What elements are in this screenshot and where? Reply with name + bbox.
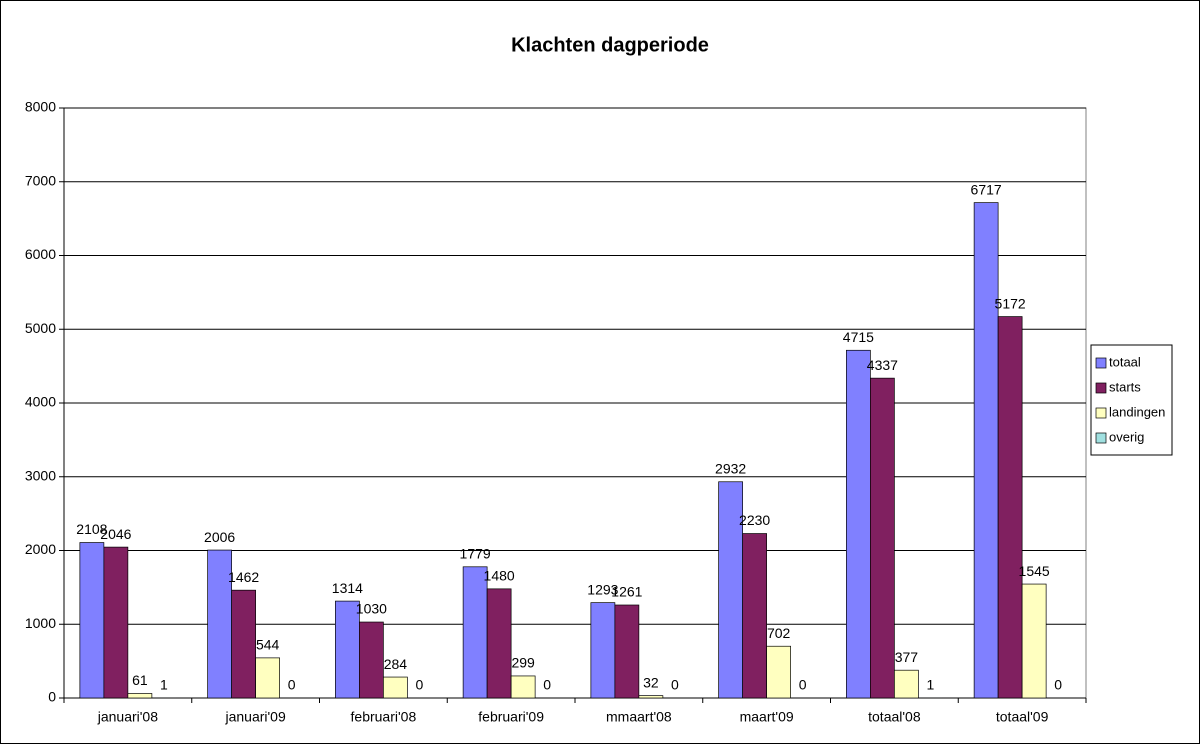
x-tick-label: februari'08 [351, 709, 417, 725]
chart-title: Klachten dagperiode [511, 34, 709, 56]
y-tick-label: 3000 [25, 467, 56, 483]
bar [718, 481, 743, 699]
bar [638, 695, 664, 699]
data-label: 4337 [867, 357, 898, 373]
y-tick-label: 0 [48, 689, 56, 705]
bar [103, 546, 129, 699]
data-label: 0 [799, 677, 807, 693]
data-label: 0 [671, 677, 679, 693]
bar [335, 600, 360, 699]
data-label: 1779 [460, 546, 491, 562]
data-label: 32 [643, 674, 659, 690]
data-label: 2932 [715, 460, 746, 476]
x-tick-label: januari'09 [224, 709, 285, 725]
y-tick-label: 8000 [25, 99, 56, 115]
bar [486, 588, 512, 699]
data-label: 2006 [204, 529, 235, 545]
bar [590, 602, 616, 699]
bar [973, 202, 999, 699]
data-label: 0 [415, 677, 423, 693]
bar [207, 549, 232, 699]
data-label: 2108 [76, 521, 107, 537]
y-tick-label: 5000 [25, 320, 56, 336]
x-tick-label: mmaart'08 [606, 709, 672, 725]
bar [870, 377, 895, 699]
data-label: 377 [895, 649, 919, 665]
data-label: 0 [543, 677, 551, 693]
legend-swatch [1095, 357, 1107, 369]
x-tick-label: totaal'08 [868, 709, 921, 725]
legend-label: landingen [1109, 404, 1165, 419]
data-label: 1462 [228, 569, 259, 585]
y-tick-label: 4000 [25, 394, 56, 410]
bar [894, 669, 919, 699]
y-tick-label: 6000 [25, 246, 56, 262]
data-label: 5172 [995, 295, 1026, 311]
bar [127, 693, 153, 699]
data-label: 1261 [611, 584, 642, 600]
legend-label: totaal [1109, 354, 1141, 369]
legend-swatch [1095, 432, 1107, 444]
bar [231, 589, 256, 699]
data-label: 702 [767, 625, 791, 641]
bar [614, 604, 640, 699]
bar [997, 316, 1023, 699]
data-label: 6717 [971, 181, 1002, 197]
legend-label: starts [1109, 379, 1141, 394]
bar [383, 676, 408, 699]
bar [766, 645, 791, 699]
bar [462, 566, 488, 699]
bar [510, 675, 536, 699]
x-tick-label: februari'09 [478, 709, 544, 725]
data-label: 299 [511, 655, 535, 671]
data-label: 61 [132, 672, 148, 688]
data-label: 2230 [739, 512, 770, 528]
data-label: 1480 [484, 568, 515, 584]
data-label: 1545 [1019, 563, 1050, 579]
bar [846, 349, 871, 699]
data-label: 4715 [843, 329, 874, 345]
data-label: 0 [288, 677, 296, 693]
x-tick-label: totaal'09 [996, 709, 1049, 725]
y-tick-label: 2000 [25, 541, 56, 557]
data-label: 2046 [100, 526, 131, 542]
data-label: 1293 [587, 581, 618, 597]
data-label: 1 [926, 677, 934, 693]
y-tick-label: 7000 [25, 172, 56, 188]
bar [255, 657, 280, 699]
legend-swatch [1095, 382, 1107, 394]
x-tick-label: maart'09 [740, 709, 794, 725]
x-tick-label: januari'08 [97, 709, 158, 725]
legend-label: overig [1109, 429, 1144, 444]
data-label: 544 [256, 637, 280, 653]
y-tick-label: 1000 [25, 615, 56, 631]
data-label: 1314 [332, 580, 363, 596]
data-label: 284 [384, 656, 408, 672]
bar [359, 621, 384, 699]
data-label: 1 [160, 677, 168, 693]
data-label: 0 [1054, 677, 1062, 693]
bar [1021, 583, 1047, 699]
legend-swatch [1095, 407, 1107, 419]
bar [742, 533, 767, 699]
bar [79, 542, 105, 699]
data-label: 1030 [356, 601, 387, 617]
